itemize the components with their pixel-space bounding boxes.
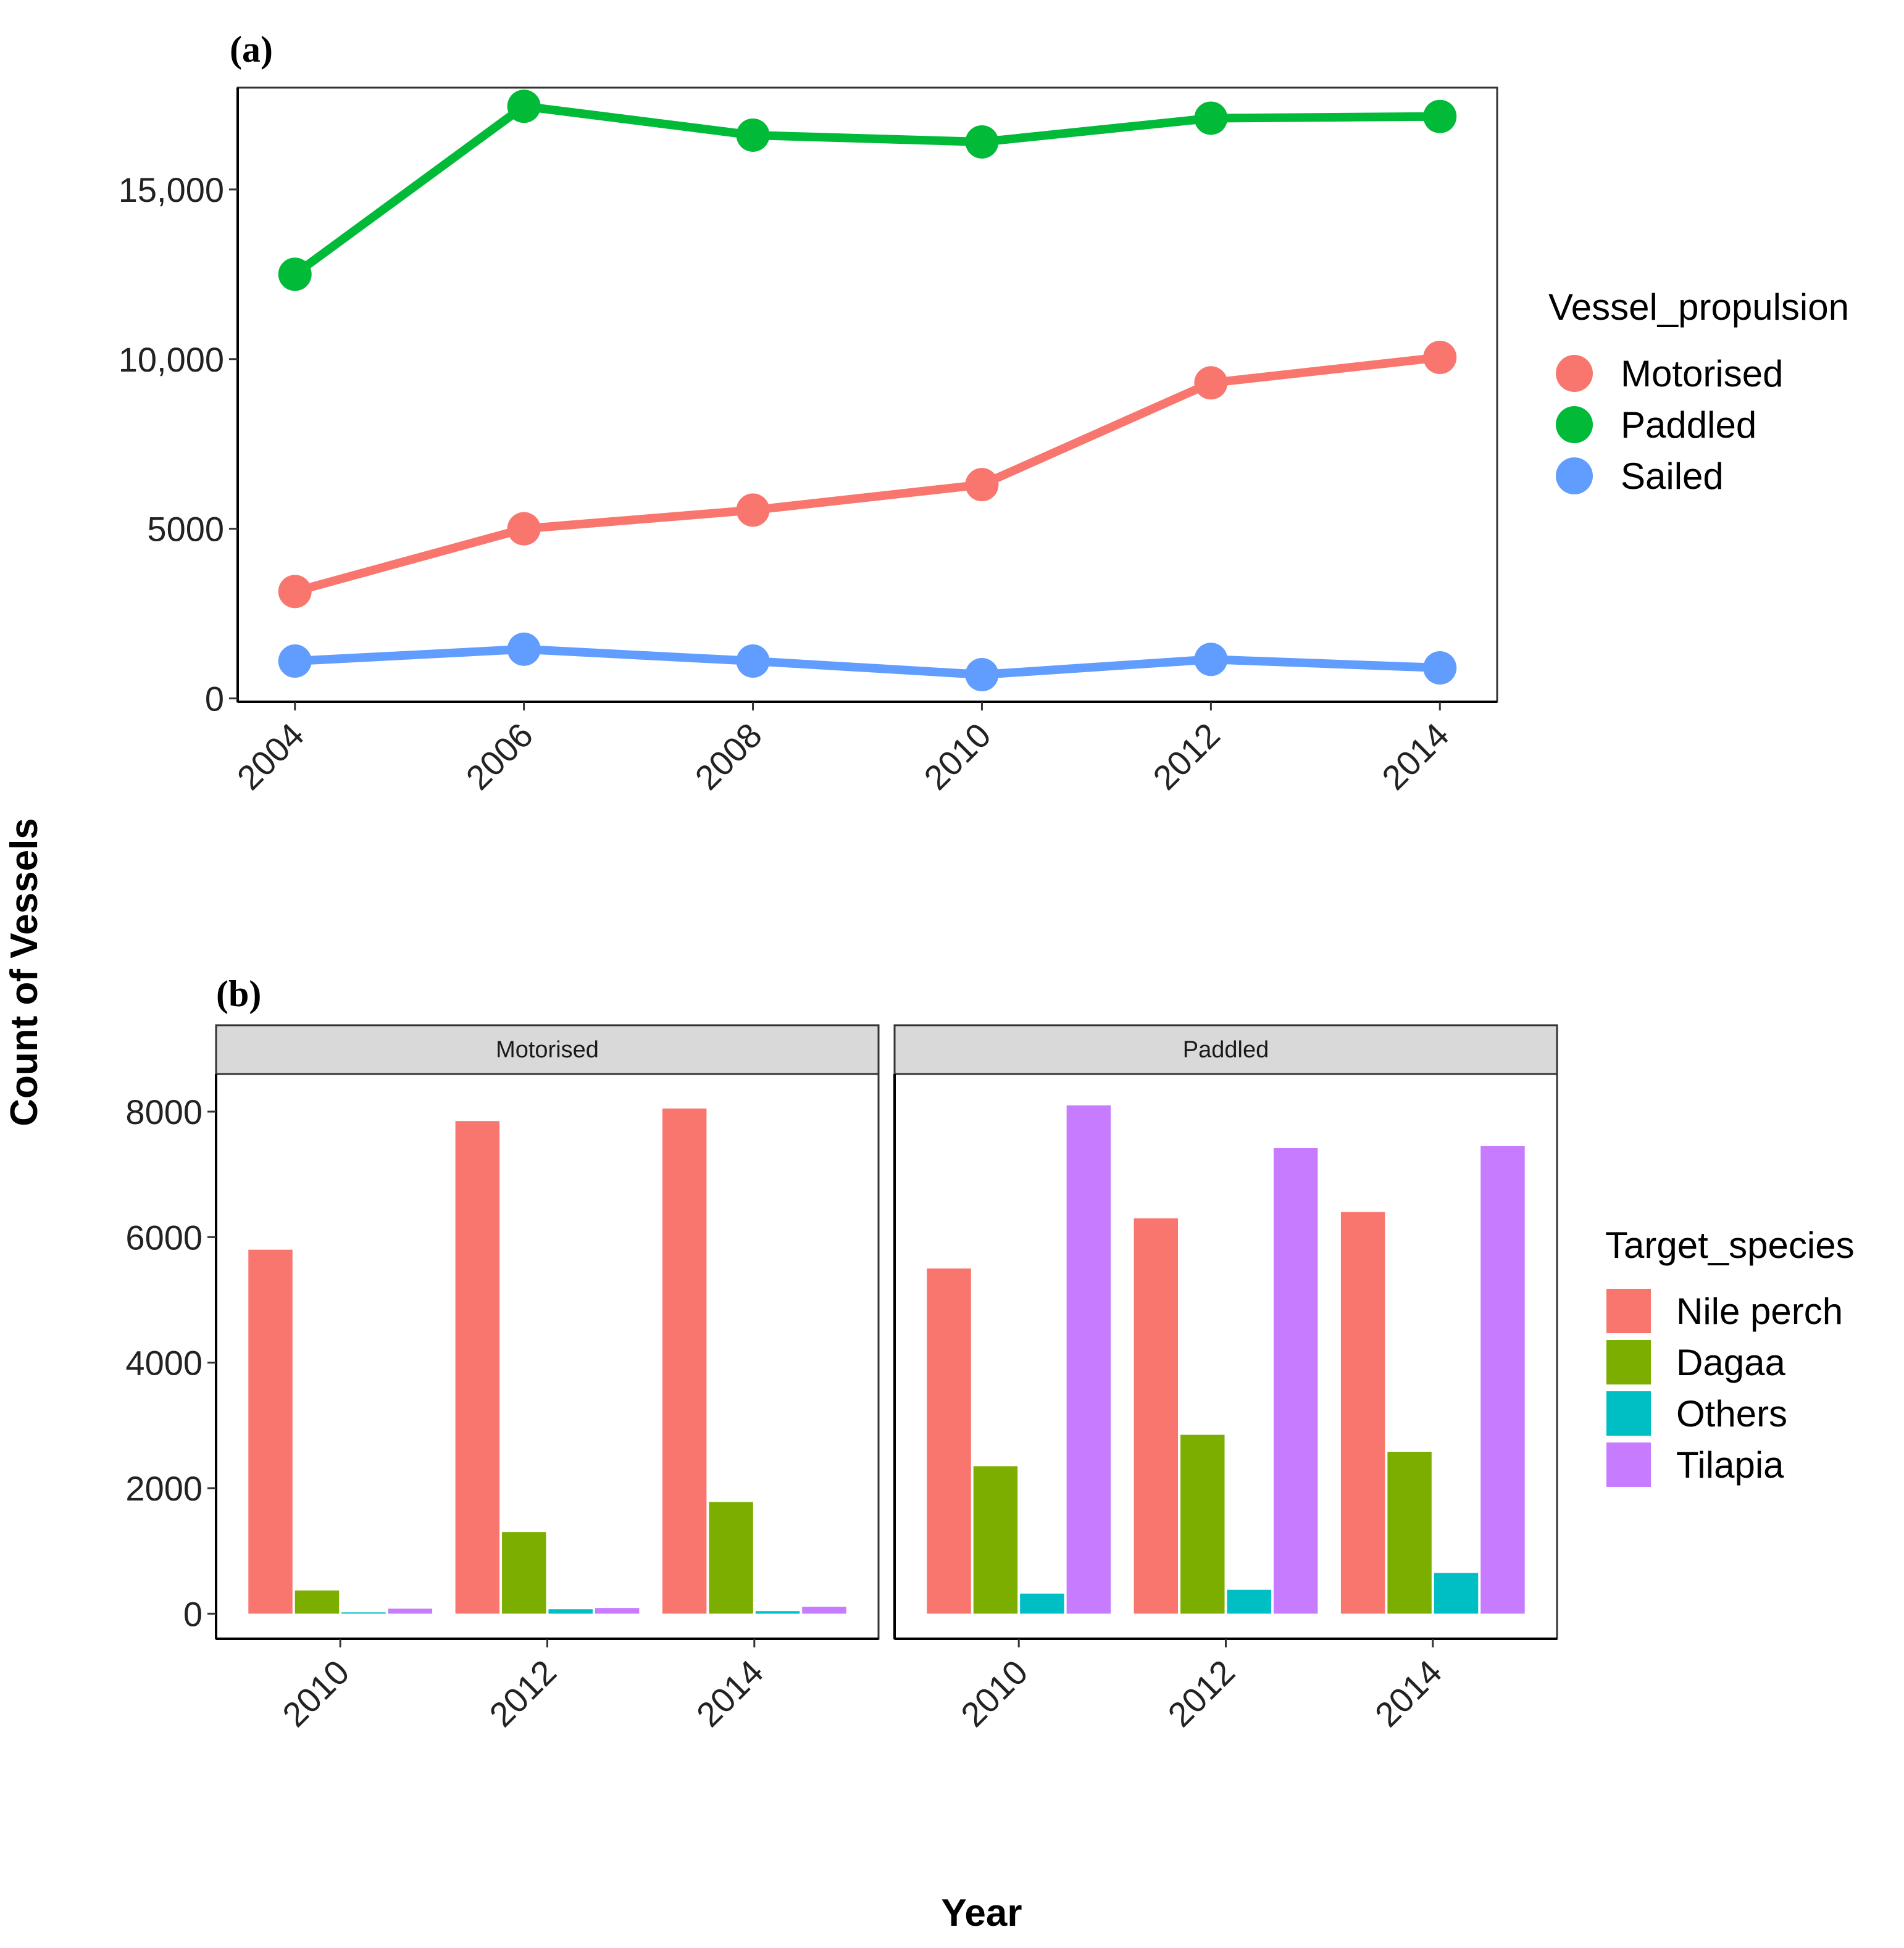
- panel-a-x-tick-label: 2008: [687, 715, 769, 797]
- panel-a-x-tick-label: 2010: [916, 715, 998, 797]
- x-axis-title: Year: [941, 1892, 1022, 1934]
- facet-x-tick-label: 2014: [1367, 1652, 1450, 1734]
- facet-panel-border-motorised: [215, 1073, 880, 1640]
- point-paddled-2012: [1194, 101, 1228, 135]
- legend-label-dagaa: Dagaa: [1676, 1342, 1785, 1383]
- panel-a-axes: 0 5000 10,000 15,000 2004 2006 2008 2010 2012 201…: [119, 88, 1497, 797]
- bar-motorised-2012-tilapia: [595, 1608, 640, 1614]
- legend-label-paddled: Paddled: [1621, 404, 1756, 446]
- panel-a-x-tick-label: 2012: [1145, 715, 1227, 797]
- panel-a-line-chart: (a) 0 5000 10,000 15,000 2004 2006 2008 2010 201…: [119, 29, 1849, 797]
- legend-key-motorised: [1556, 355, 1593, 392]
- bar-paddled-2010-tilapia: [1066, 1105, 1111, 1614]
- bar-paddled-2010-others: [1020, 1593, 1064, 1614]
- point-motorised-2006: [507, 512, 541, 546]
- bar-paddled-2012-tilapia: [1273, 1147, 1318, 1614]
- point-motorised-2012: [1194, 366, 1228, 400]
- bar-motorised-2012-nile-perch: [455, 1121, 500, 1614]
- legend-key-sailed: [1556, 457, 1593, 494]
- bar-motorised-2014-tilapia: [802, 1607, 846, 1614]
- point-motorised-2008: [736, 493, 770, 527]
- panel-a-x-tick-label: 2004: [230, 715, 312, 797]
- point-sailed-2010: [965, 658, 999, 692]
- y-axis-title: Count of Vessels: [3, 818, 46, 1126]
- point-sailed-2008: [736, 644, 770, 678]
- facet-x-tick-label: 2010: [275, 1652, 357, 1734]
- panel-b-y-tick-label: 8000: [125, 1093, 203, 1131]
- bar-motorised-2014-dagaa: [709, 1502, 753, 1614]
- bar-paddled-2014-dagaa: [1387, 1452, 1432, 1614]
- bar-paddled-2010-dagaa: [973, 1466, 1018, 1614]
- panel-a-legend-title: Vessel_propulsion: [1548, 286, 1849, 328]
- bar-paddled-2014-nile-perch: [1340, 1212, 1385, 1614]
- bar-motorised-2010-nile-perch: [248, 1249, 293, 1614]
- facet-x-tick-label: 2012: [482, 1652, 564, 1734]
- panel-a-x-tick-label: 2014: [1374, 715, 1456, 797]
- bar-motorised-2012-dagaa: [502, 1532, 546, 1614]
- facet-x-tick-label: 2014: [689, 1652, 771, 1734]
- bar-motorised-2014-nile-perch: [662, 1108, 707, 1614]
- panel-a-series-lines: [290, 102, 1445, 679]
- panel-a-series-points: [278, 89, 1457, 692]
- panel-b-y-tick-label: 2000: [125, 1469, 203, 1508]
- point-motorised-2010: [965, 468, 999, 502]
- bar-motorised-2012-others: [548, 1609, 593, 1614]
- bar-motorised-2010-dagaa: [294, 1590, 340, 1614]
- point-paddled-2006: [507, 89, 541, 123]
- legend-key-nile-perch: [1606, 1289, 1651, 1333]
- panel-a-x-tick-label: 2006: [458, 715, 540, 797]
- bar-paddled-2012-nile-perch: [1134, 1218, 1179, 1614]
- bar-paddled-2010-nile-perch: [927, 1268, 971, 1614]
- bar-motorised-2010-others: [341, 1612, 386, 1614]
- bar-motorised-2010-tilapia: [388, 1609, 433, 1614]
- point-sailed-2012: [1194, 643, 1228, 676]
- point-paddled-2010: [965, 125, 999, 159]
- facet-strip-label-motorised: Motorised: [496, 1037, 599, 1063]
- panel-b-bar-chart: (b) Motorised 2010 2012 2014 Paddled 2010 2012…: [125, 973, 1854, 1734]
- legend-label-sailed: Sailed: [1621, 456, 1724, 497]
- legend-key-dagaa: [1606, 1340, 1651, 1384]
- point-sailed-2014: [1423, 651, 1457, 685]
- panel-b-facets: Motorised 2010 2012 2014 Paddled 2010 2012 2014…: [125, 1024, 1558, 1734]
- point-motorised-2014: [1423, 341, 1457, 375]
- panel-a-y-tick-label: 5000: [147, 510, 224, 549]
- legend-key-paddled: [1556, 406, 1593, 443]
- facet-strip-label-paddled: Paddled: [1183, 1037, 1269, 1063]
- panel-b-label: (b): [216, 973, 261, 1014]
- panel-b-y-tick-label: 4000: [125, 1344, 203, 1383]
- bar-paddled-2014-others: [1434, 1573, 1479, 1614]
- legend-label-others: Others: [1676, 1393, 1787, 1434]
- bar-paddled-2012-dagaa: [1180, 1434, 1225, 1614]
- panel-a-y-tick-label: 10,000: [119, 340, 224, 379]
- facet-strip-paddled: [893, 1024, 1558, 1075]
- point-paddled-2004: [278, 257, 312, 291]
- panel-a-legend: Vessel_propulsion Motorised Paddled Sailed: [1548, 286, 1849, 497]
- legend-key-tilapia: [1606, 1442, 1651, 1487]
- facet-x-tick-label: 2010: [953, 1652, 1035, 1734]
- bar-paddled-2014-tilapia: [1480, 1146, 1525, 1614]
- panel-b-legend-title: Target_species: [1605, 1225, 1855, 1266]
- point-paddled-2008: [736, 118, 770, 152]
- legend-label-motorised: Motorised: [1621, 353, 1783, 394]
- legend-label-tilapia: Tilapia: [1676, 1444, 1784, 1486]
- facet-x-tick-label: 2012: [1160, 1652, 1242, 1734]
- panel-b-y-tick-label: 0: [183, 1594, 203, 1633]
- panel-a-y-tick-label: 0: [205, 680, 224, 718]
- panel-b-y-tick-label: 6000: [125, 1218, 203, 1257]
- point-sailed-2006: [507, 632, 541, 666]
- panel-a-label: (a): [230, 29, 273, 70]
- line-series-paddled: [290, 102, 1445, 279]
- line-series-sailed: [290, 644, 1445, 679]
- bar-motorised-2014-others: [755, 1611, 800, 1614]
- point-motorised-2004: [278, 575, 312, 609]
- point-paddled-2014: [1423, 99, 1457, 133]
- legend-label-nile-perch: Nile perch: [1676, 1291, 1843, 1332]
- bar-paddled-2012-others: [1227, 1589, 1271, 1614]
- legend-key-others: [1606, 1391, 1651, 1436]
- panel-b-legend: Target_species Nile perch Dagaa Others Tilap…: [1605, 1225, 1855, 1487]
- panel-a-y-tick-label: 15,000: [119, 170, 224, 209]
- point-sailed-2004: [278, 644, 312, 678]
- line-series-motorised: [290, 353, 1445, 596]
